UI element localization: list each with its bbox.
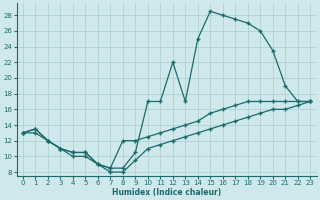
X-axis label: Humidex (Indice chaleur): Humidex (Indice chaleur): [112, 188, 221, 197]
